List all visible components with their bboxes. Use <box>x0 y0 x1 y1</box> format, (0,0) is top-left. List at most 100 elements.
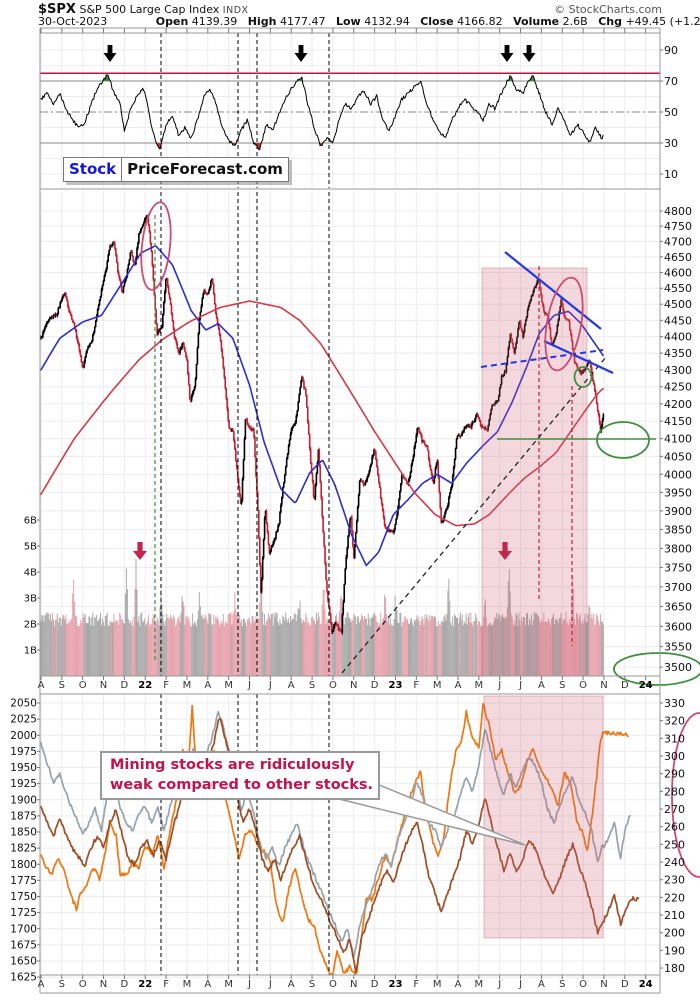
rsi-signal-arrows <box>103 45 536 62</box>
svg-text:S: S <box>309 680 315 691</box>
svg-text:J: J <box>247 979 251 990</box>
svg-text:4250: 4250 <box>664 381 692 394</box>
svg-text:J: J <box>518 979 522 990</box>
svg-text:220: 220 <box>664 891 685 904</box>
svg-text:S: S <box>559 979 565 990</box>
svg-text:300: 300 <box>664 750 685 763</box>
rsi-panel <box>40 72 660 151</box>
svg-text:4000: 4000 <box>664 468 692 481</box>
open-value: 4139.39 <box>191 15 238 28</box>
axes-and-borders: 90 70 50 30 10 4800 4750 4700 4650 4600 4550 4500 44… <box>10 27 692 994</box>
svg-text:4B: 4B <box>24 568 37 579</box>
pink-highlight-boxes <box>481 267 604 939</box>
svg-text:S: S <box>559 680 565 691</box>
svg-text:10: 10 <box>664 168 678 181</box>
svg-text:M: M <box>224 680 233 691</box>
svg-text:N: N <box>100 979 107 990</box>
svg-text:90: 90 <box>664 44 678 57</box>
svg-text:M: M <box>475 680 484 691</box>
svg-text:3500: 3500 <box>664 661 692 674</box>
svg-text:N: N <box>350 680 357 691</box>
close-label: Close <box>420 15 454 28</box>
svg-text:J: J <box>268 680 272 691</box>
green-ellipse-3500 <box>613 652 700 686</box>
svg-text:J: J <box>497 979 501 990</box>
svg-text:280: 280 <box>664 785 685 798</box>
svg-text:A: A <box>288 979 295 990</box>
svg-text:2050: 2050 <box>10 698 37 710</box>
svg-text:1625: 1625 <box>10 972 37 984</box>
open-label: Open <box>155 15 189 28</box>
svg-text:1850: 1850 <box>10 827 37 839</box>
svg-text:210: 210 <box>664 909 685 922</box>
svg-text:30: 30 <box>664 137 678 150</box>
red-ellipse-bottom-right-axis <box>671 712 700 878</box>
svg-text:O: O <box>329 979 337 990</box>
svg-text:S: S <box>59 680 65 691</box>
svg-text:1675: 1675 <box>10 939 37 951</box>
change-value: +49.45 (+1.20%) <box>625 15 700 28</box>
svg-text:1B: 1B <box>24 646 37 657</box>
mining-stocks-callout: Mining stocks are ridiculously weak comp… <box>100 751 380 800</box>
svg-text:23: 23 <box>388 680 402 691</box>
svg-text:D: D <box>121 680 129 691</box>
svg-text:F: F <box>413 680 419 691</box>
annotation-layer <box>133 201 700 878</box>
svg-text:23: 23 <box>388 979 402 990</box>
svg-text:24: 24 <box>639 680 653 691</box>
svg-text:3650: 3650 <box>664 600 692 613</box>
svg-text:1650: 1650 <box>10 956 37 968</box>
ticker-symbol: $SPX <box>38 2 76 17</box>
svg-text:M: M <box>433 979 442 990</box>
svg-text:4100: 4100 <box>664 433 692 446</box>
svg-text:24: 24 <box>639 979 653 990</box>
svg-text:A: A <box>288 680 295 691</box>
low-value: 4132.94 <box>364 15 410 28</box>
volume-label: Volume <box>513 15 560 28</box>
svg-text:4800: 4800 <box>664 205 692 218</box>
svg-text:1750: 1750 <box>10 891 37 903</box>
svg-text:4700: 4700 <box>664 235 692 248</box>
svg-text:O: O <box>579 680 587 691</box>
svg-text:F: F <box>163 979 169 990</box>
svg-text:O: O <box>579 979 587 990</box>
svg-text:3900: 3900 <box>664 505 692 518</box>
volume-bars <box>40 559 604 676</box>
svg-text:1725: 1725 <box>10 907 37 919</box>
svg-text:J: J <box>247 680 251 691</box>
svg-text:1800: 1800 <box>10 859 37 871</box>
svg-text:4750: 4750 <box>664 220 692 233</box>
svg-text:M: M <box>475 979 484 990</box>
stockpriceforecast-logo: Stock PriceForecast.com <box>63 157 289 182</box>
svg-text:4650: 4650 <box>664 251 692 264</box>
svg-text:M: M <box>183 979 192 990</box>
svg-text:A: A <box>38 680 45 691</box>
svg-text:260: 260 <box>664 821 685 834</box>
svg-text:M: M <box>433 680 442 691</box>
low-label: Low <box>335 15 361 28</box>
svg-text:4500: 4500 <box>664 298 692 311</box>
svg-text:1875: 1875 <box>10 810 37 822</box>
svg-text:310: 310 <box>664 732 685 745</box>
svg-text:A: A <box>455 680 462 691</box>
svg-text:1950: 1950 <box>10 762 37 774</box>
svg-text:5B: 5B <box>24 542 37 553</box>
svg-text:A: A <box>455 979 462 990</box>
svg-text:1775: 1775 <box>10 875 37 887</box>
svg-text:D: D <box>371 680 379 691</box>
red-ellipse-jan2022-top <box>140 201 172 291</box>
svg-text:3950: 3950 <box>664 486 692 499</box>
svg-text:N: N <box>600 979 607 990</box>
svg-text:A: A <box>204 979 211 990</box>
svg-text:180: 180 <box>664 962 685 975</box>
svg-text:A: A <box>538 680 545 691</box>
svg-text:3850: 3850 <box>664 523 692 536</box>
svg-text:2000: 2000 <box>10 730 37 742</box>
svg-text:D: D <box>621 979 629 990</box>
svg-text:1700: 1700 <box>10 923 37 935</box>
svg-text:320: 320 <box>664 715 685 728</box>
callout-line-2: weak compared to other stocks. <box>110 777 374 793</box>
green-ellipse-4100 <box>596 421 650 459</box>
svg-text:J: J <box>518 680 522 691</box>
